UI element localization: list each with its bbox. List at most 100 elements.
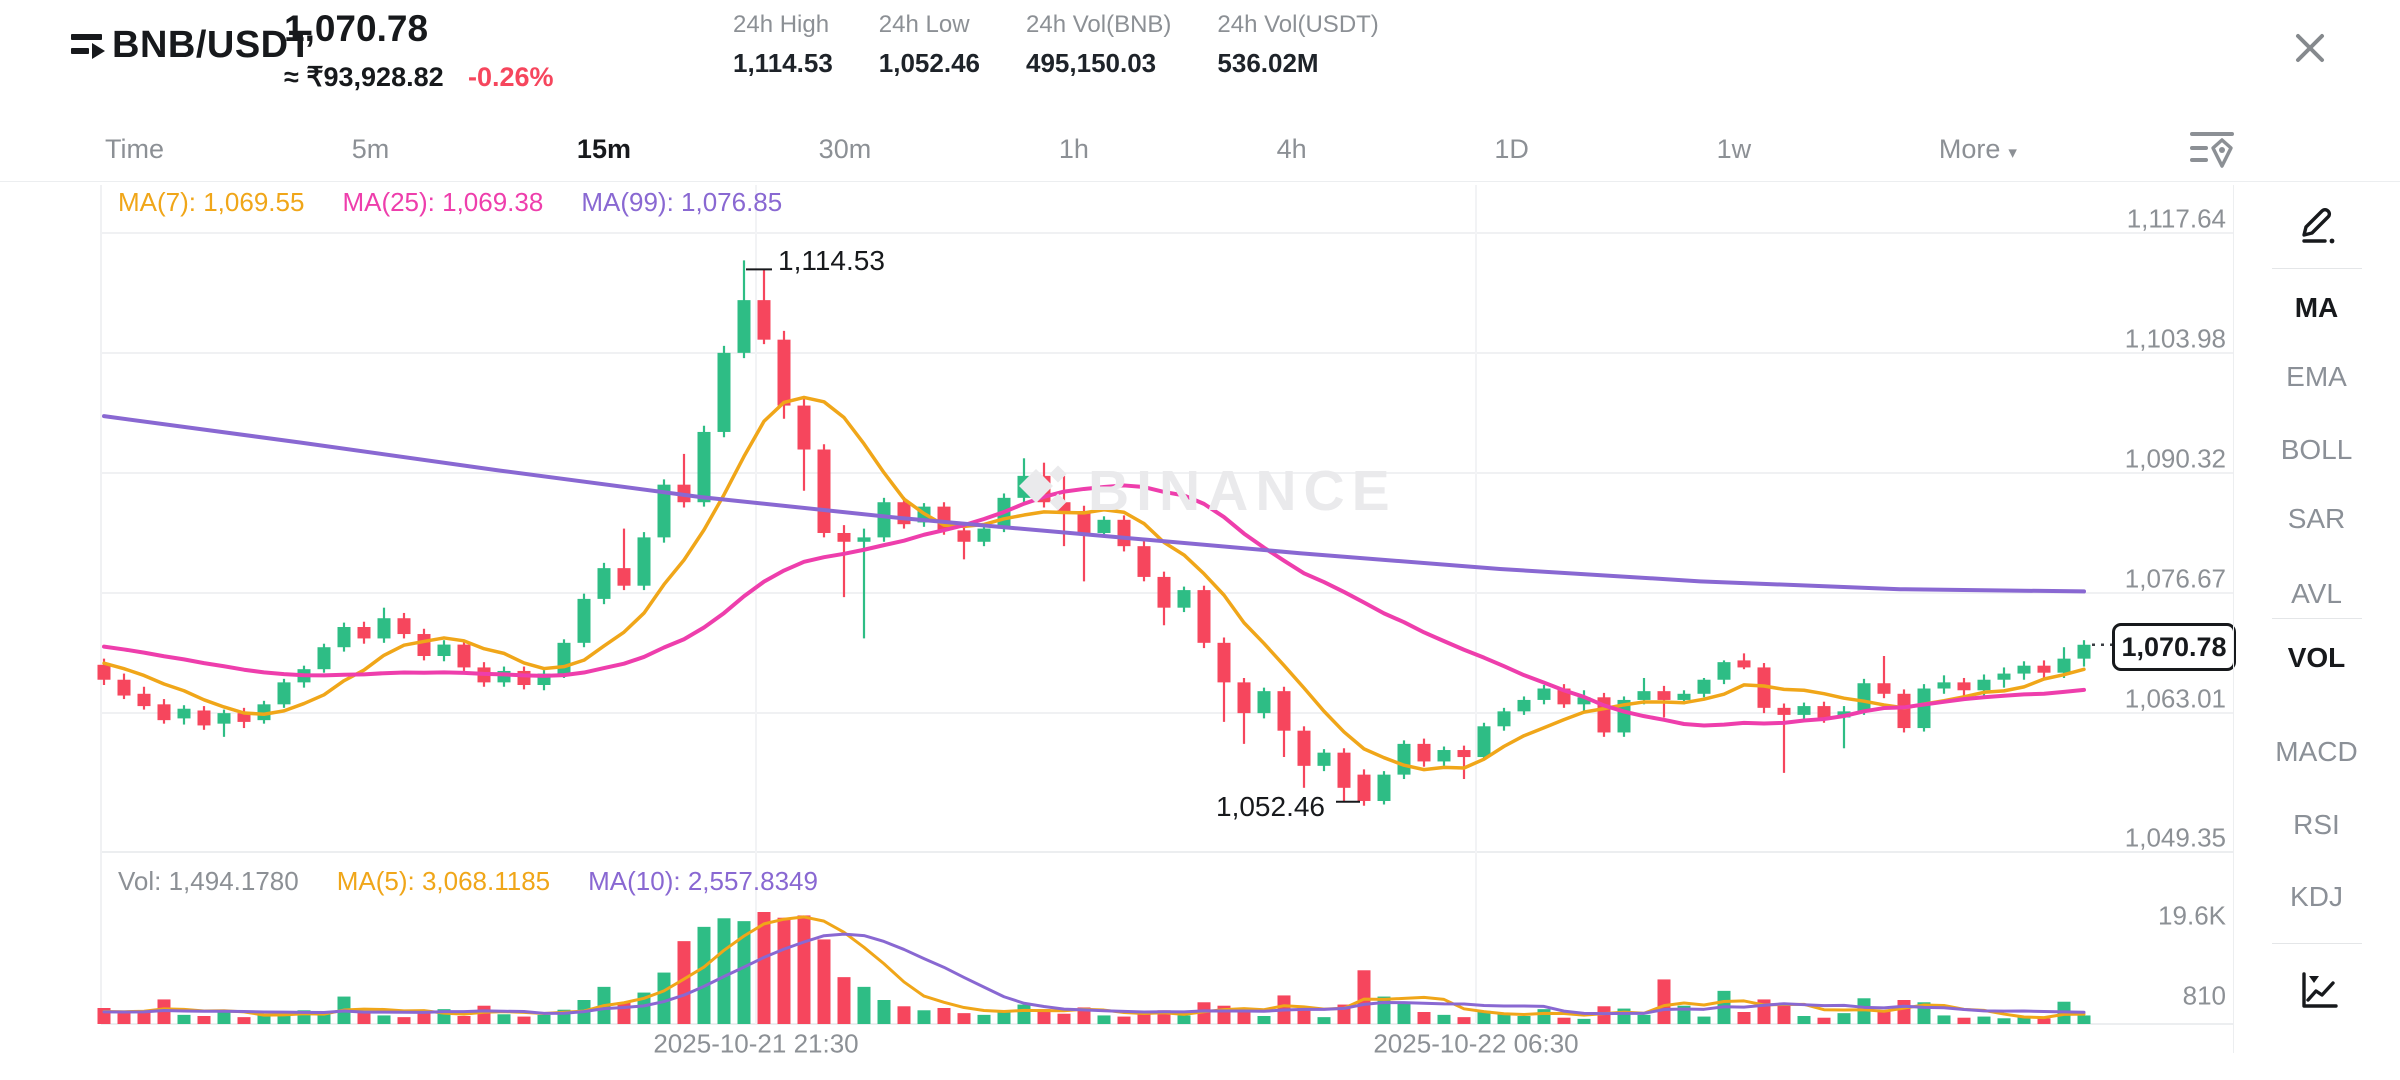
volume-bar[interactable] (617, 1002, 631, 1024)
candle-body[interactable] (337, 627, 351, 648)
volume-bar[interactable] (1437, 1014, 1451, 1024)
volume-bar[interactable] (397, 1017, 411, 1024)
volume-bar[interactable] (1657, 979, 1671, 1024)
volume-bar[interactable] (1477, 1010, 1491, 1024)
volume-bar[interactable] (1077, 1007, 1091, 1024)
candle-body[interactable] (437, 644, 451, 657)
tab-4h[interactable]: 4h (1276, 133, 1307, 164)
volume-bar[interactable] (1297, 1008, 1311, 1024)
candle-body[interactable] (1937, 682, 1951, 689)
candle-body[interactable] (1437, 750, 1451, 762)
volume-bar[interactable] (957, 1013, 971, 1024)
candle-body[interactable] (1337, 752, 1351, 788)
candle-body[interactable] (1157, 576, 1171, 608)
volume-bar[interactable] (1117, 1016, 1131, 1024)
candle-body[interactable] (137, 693, 151, 707)
volume-bar[interactable] (2017, 1017, 2031, 1024)
volume-bar[interactable] (137, 1011, 151, 1024)
candle-body[interactable] (97, 664, 111, 680)
candle-body[interactable] (1857, 683, 1871, 712)
volume-bar[interactable] (1957, 1017, 1971, 1024)
candle-body[interactable] (1357, 774, 1371, 801)
candle-body[interactable] (1537, 688, 1551, 700)
volume-bar[interactable] (917, 1010, 931, 1024)
candle-body[interactable] (1637, 691, 1651, 700)
volume-bar[interactable] (1177, 1015, 1191, 1024)
volume-bar[interactable] (237, 1017, 251, 1024)
chart-type-icon[interactable] (2296, 968, 2340, 1012)
chart-settings-icon[interactable] (2186, 126, 2238, 174)
volume-bar[interactable] (1537, 1009, 1551, 1024)
volume-bar[interactable] (417, 1013, 431, 1024)
candle-body[interactable] (1517, 699, 1531, 712)
indicator-avl[interactable]: AVL (2291, 578, 2342, 609)
volume-bar[interactable] (257, 1015, 271, 1024)
tab-15m[interactable]: 15m (576, 133, 631, 164)
volume-bar[interactable] (177, 1014, 191, 1024)
current-price-badge[interactable]: 1,070.78 (2112, 623, 2236, 671)
volume-bar[interactable] (977, 1014, 991, 1024)
volume-bar[interactable] (857, 986, 871, 1024)
volume-bar[interactable] (1257, 1016, 1271, 1024)
candle-body[interactable] (557, 642, 571, 674)
candle-body[interactable] (1097, 519, 1111, 533)
candle-body[interactable] (1137, 546, 1151, 577)
candle-body[interactable] (1677, 693, 1691, 700)
volume-bar[interactable] (717, 918, 731, 1024)
candle-body[interactable] (197, 710, 211, 726)
volume-bar[interactable] (1097, 1015, 1111, 1024)
volume-bar[interactable] (997, 1011, 1011, 1024)
indicator-macd[interactable]: MACD (2275, 736, 2358, 767)
tab-5m[interactable]: 5m (351, 133, 390, 164)
candle-body[interactable] (537, 673, 551, 686)
volume-bar[interactable] (697, 926, 711, 1024)
candle-body[interactable] (717, 352, 731, 432)
indicator-ma[interactable]: MA (2294, 292, 2339, 323)
volume-bar[interactable] (477, 1005, 491, 1024)
candle-body[interactable] (1457, 750, 1471, 758)
candle-body[interactable] (1237, 682, 1251, 714)
tab-more[interactable]: More ▾ (1938, 133, 2017, 164)
volume-bar[interactable] (217, 1012, 231, 1024)
volume-bar[interactable] (1357, 970, 1371, 1024)
candle-body[interactable] (1257, 691, 1271, 714)
indicator-rsi[interactable]: RSI (2293, 809, 2340, 840)
candle-body[interactable] (1397, 743, 1411, 775)
candle-body[interactable] (457, 644, 471, 668)
candle-body[interactable] (1617, 699, 1631, 733)
volume-bar[interactable] (817, 939, 831, 1024)
volume-bar[interactable] (277, 1013, 291, 1024)
volume-bar[interactable] (1237, 1009, 1251, 1024)
candle-body[interactable] (957, 530, 971, 542)
candle-body[interactable] (2077, 644, 2091, 659)
candle-body[interactable] (1277, 691, 1291, 731)
candle-body[interactable] (1377, 774, 1391, 801)
candle-body[interactable] (1817, 706, 1831, 718)
candle-body[interactable] (257, 704, 271, 721)
candle-body[interactable] (1177, 590, 1191, 608)
candle-body[interactable] (577, 598, 591, 643)
volume-bar[interactable] (1137, 1014, 1151, 1024)
candle-body[interactable] (1197, 590, 1211, 643)
candle-body[interactable] (877, 502, 891, 538)
candle-body[interactable] (797, 405, 811, 450)
candle-body[interactable] (777, 339, 791, 406)
candle-body[interactable] (117, 679, 131, 696)
pair-list-icon[interactable] (68, 26, 108, 66)
candle-body[interactable] (317, 647, 331, 670)
candle-body[interactable] (1417, 743, 1431, 762)
volume-bar[interactable] (1837, 1013, 1851, 1024)
candle-body[interactable] (1057, 502, 1071, 512)
candle-body[interactable] (1917, 688, 1931, 729)
volume-bar[interactable] (2077, 1015, 2091, 1024)
candle-body[interactable] (217, 713, 231, 724)
candle-body[interactable] (1957, 682, 1971, 691)
candle-body[interactable] (1497, 711, 1511, 727)
volume-bar[interactable] (117, 1013, 131, 1024)
volume-bar[interactable] (1457, 1017, 1471, 1024)
candle-body[interactable] (637, 537, 651, 586)
volume-bar[interactable] (1037, 1009, 1051, 1024)
volume-bar[interactable] (1497, 1013, 1511, 1024)
candle-body[interactable] (657, 484, 671, 538)
